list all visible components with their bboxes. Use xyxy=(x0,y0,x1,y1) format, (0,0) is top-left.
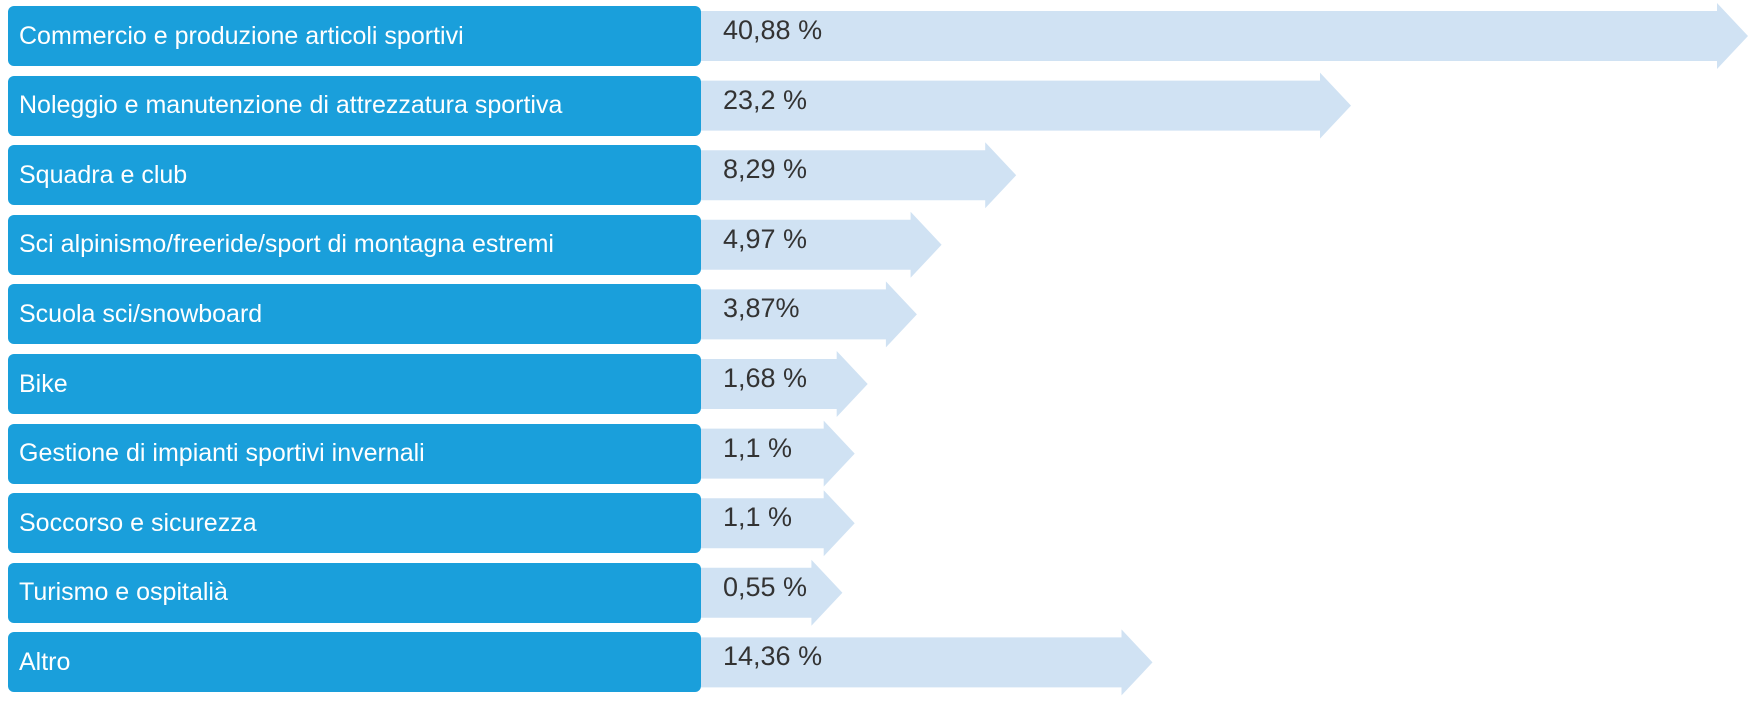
bar-arrow-5 xyxy=(701,281,917,348)
bar-arrow-6 xyxy=(701,351,868,417)
value-label-3: 8,29 % xyxy=(723,154,808,185)
category-label-1: Commercio e produzione articoli sportivi xyxy=(8,6,701,66)
value-label-1: 40,88 % xyxy=(723,15,823,45)
category-label-text: Gestione di impianti sportivi invernali xyxy=(19,439,425,468)
category-label-4: Sci alpinismo/freeride/sport di montagna… xyxy=(8,214,701,275)
value-label-4: 4,97 % xyxy=(723,223,808,254)
bar-arrow-3 xyxy=(701,142,1017,209)
value-label-5: 3,87% xyxy=(723,293,800,324)
category-label-text: Noleggio e manutenzione di attrezzatura … xyxy=(19,91,563,120)
category-label-2: Noleggio e manutenzione di attrezzatura … xyxy=(8,75,701,136)
category-label-text: Bike xyxy=(19,369,68,398)
value-label-8: 1,1 % xyxy=(723,502,793,533)
bar-arrow-7 xyxy=(701,420,855,487)
value-label-9: 0,55 % xyxy=(723,571,808,602)
bar-arrow-2 xyxy=(701,72,1351,139)
category-label-text: Sci alpinismo/freeride/sport di montagna… xyxy=(19,230,554,259)
bar-arrow-10 xyxy=(701,629,1153,696)
value-label-7: 1,1 % xyxy=(723,432,793,463)
category-label-6: Bike xyxy=(8,354,701,414)
category-label-text: Altro xyxy=(19,647,71,676)
category-label-text: Turismo e ospitalià xyxy=(19,578,228,607)
category-label-5: Scuola sci/snowboard xyxy=(8,284,701,345)
bar-arrow-1 xyxy=(701,3,1748,69)
value-label-2: 23,2 % xyxy=(723,84,808,115)
bar-arrow-4 xyxy=(701,211,942,278)
category-label-10: Altro xyxy=(8,632,701,693)
category-label-text: Scuola sci/snowboard xyxy=(19,299,263,328)
category-label-8: Soccorso e sicurezza xyxy=(8,493,701,554)
category-label-3: Squadra e club xyxy=(8,145,701,206)
category-label-text: Squadra e club xyxy=(19,160,188,189)
value-label-10: 14,36 % xyxy=(723,641,823,672)
value-label-6: 1,68 % xyxy=(723,363,808,393)
category-label-text: Soccorso e sicurezza xyxy=(19,508,257,537)
category-label-9: Turismo e ospitalià xyxy=(8,562,701,623)
bar-arrow-8 xyxy=(701,490,855,557)
bar-arrow-9 xyxy=(701,559,843,626)
category-label-7: Gestione di impianti sportivi invernali xyxy=(8,423,701,484)
category-label-text: Commercio e produzione articoli sportivi xyxy=(19,21,464,50)
